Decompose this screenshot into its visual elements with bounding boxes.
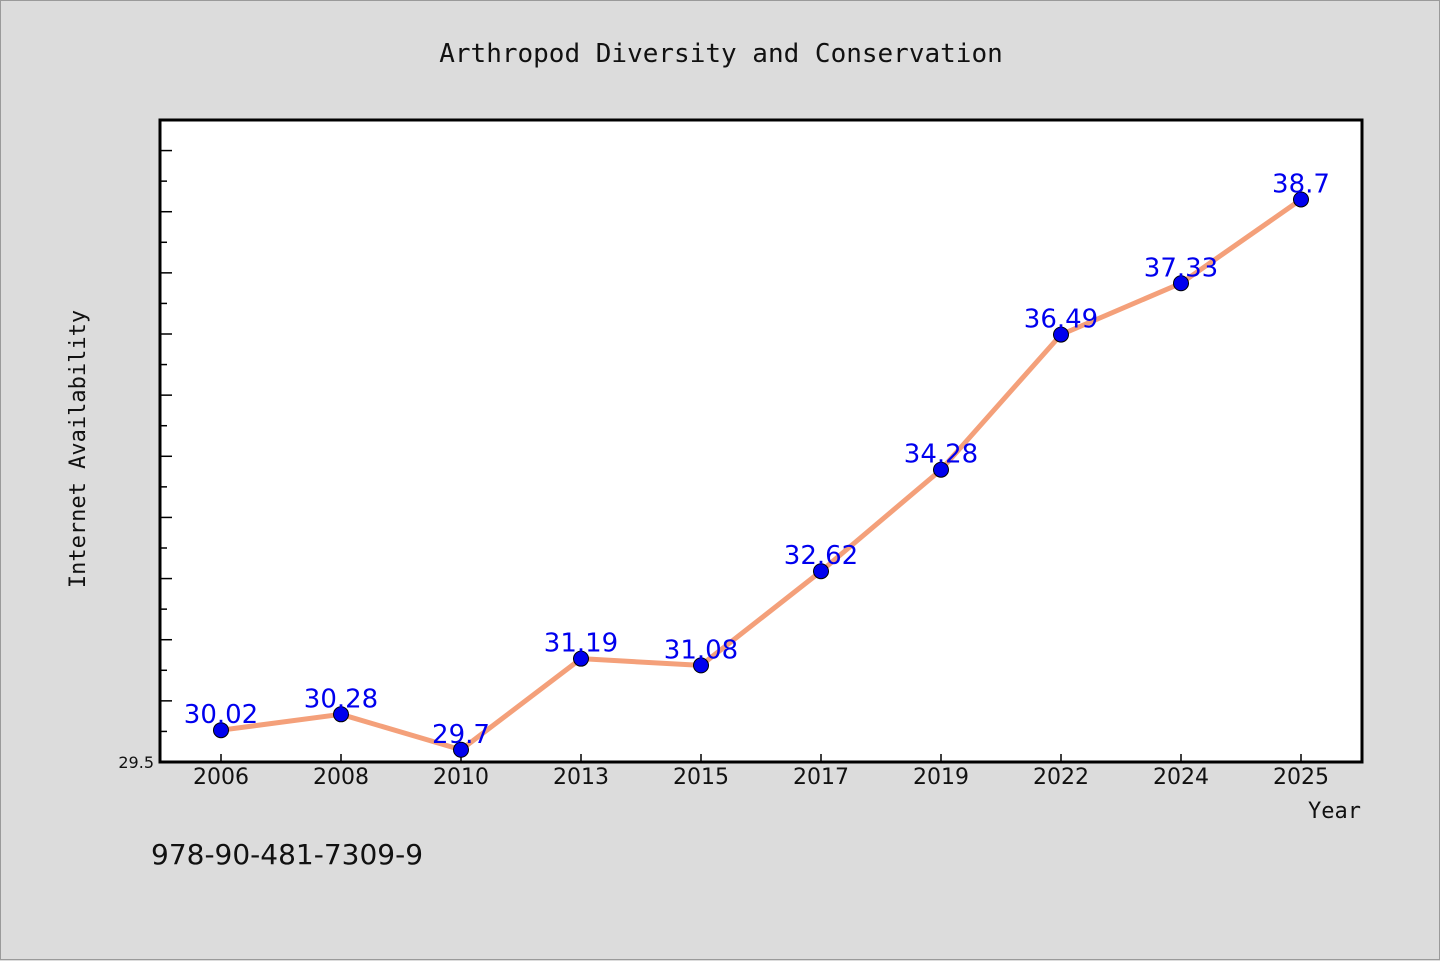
chart-title: Arthropod Diversity and Conservation bbox=[439, 39, 1003, 69]
y-tick-label: 29.5 bbox=[118, 753, 154, 772]
x-tick-label: 2022 bbox=[1033, 765, 1089, 790]
data-label: 31.19 bbox=[544, 629, 618, 659]
data-label: 37.33 bbox=[1144, 253, 1218, 283]
x-tick-label: 2024 bbox=[1153, 765, 1209, 790]
data-label: 38.7 bbox=[1272, 169, 1330, 199]
data-label: 36.49 bbox=[1024, 305, 1098, 335]
data-markers bbox=[213, 191, 1309, 758]
x-axis-ticks bbox=[220, 754, 1302, 762]
data-point bbox=[813, 563, 829, 580]
y-axis-ticks bbox=[160, 119, 172, 763]
x-tick-label: 2013 bbox=[553, 765, 609, 790]
data-label: 31.08 bbox=[664, 635, 738, 665]
data-point bbox=[1173, 275, 1189, 292]
x-tick-label: 2008 bbox=[313, 765, 369, 790]
data-point bbox=[213, 722, 229, 739]
data-label: 29.7 bbox=[432, 720, 490, 750]
data-point bbox=[693, 657, 709, 674]
isbn-label: 978-90-481-7309-9 bbox=[151, 838, 423, 871]
x-tick-label: 2015 bbox=[673, 765, 729, 790]
data-label: 32.62 bbox=[784, 541, 858, 571]
data-label: 30.02 bbox=[184, 700, 258, 730]
data-point bbox=[933, 461, 949, 478]
plot-area bbox=[158, 118, 1364, 764]
series-line bbox=[220, 197, 1303, 753]
data-point bbox=[573, 650, 589, 667]
x-tick-label: 2025 bbox=[1273, 765, 1329, 790]
data-point bbox=[453, 741, 469, 758]
data-point bbox=[1293, 191, 1309, 208]
data-point bbox=[1053, 326, 1069, 343]
y-axis-label: Internet Availability bbox=[66, 310, 91, 588]
data-label: 30.28 bbox=[304, 684, 378, 714]
x-axis-label: Year bbox=[1308, 799, 1361, 824]
data-labels: 30.02 30.28 29.7 31.19 31.08 32.62 34.28 36.49 3… bbox=[184, 169, 1330, 749]
data-point bbox=[333, 706, 349, 723]
data-label: 34.28 bbox=[904, 440, 978, 470]
x-tick-label: 2006 bbox=[193, 765, 249, 790]
x-tick-label: 2019 bbox=[913, 765, 969, 790]
x-tick-label: 2010 bbox=[433, 765, 489, 790]
x-tick-label: 2017 bbox=[793, 765, 849, 790]
x-tick-labels: 2006 2008 2010 2013 2015 2017 2019 2022 2024 2025 bbox=[193, 765, 1329, 790]
